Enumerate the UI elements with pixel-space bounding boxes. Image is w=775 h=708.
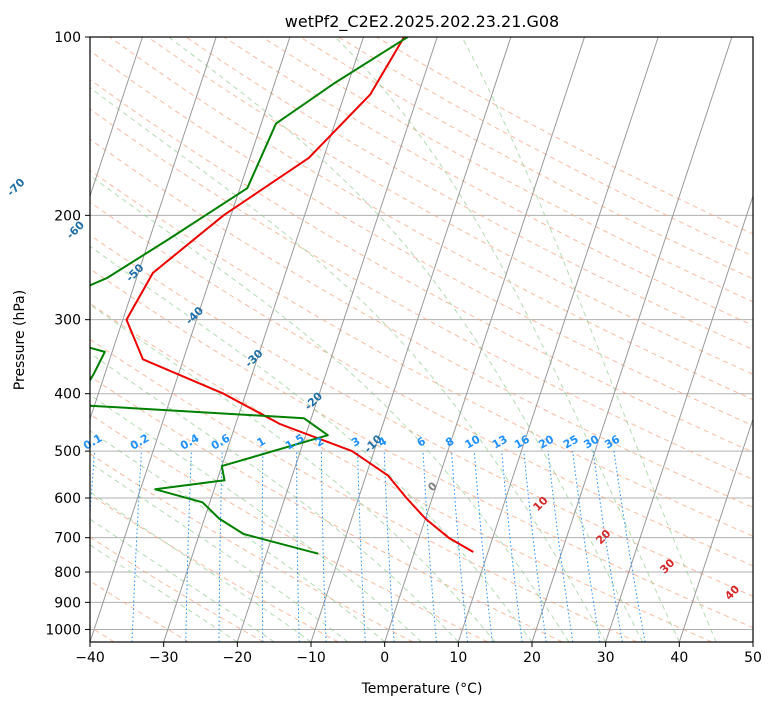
mixing-ratio-line (501, 451, 523, 642)
x-tick-label: 40 (670, 650, 688, 666)
mixing-ratio-line (547, 451, 574, 642)
isotherm-line (457, 37, 659, 642)
y-axis-label: Pressure (hPa) (12, 290, 28, 390)
isotherm-line (384, 37, 585, 642)
background-lines (0, 37, 753, 642)
isotherm-line (605, 194, 753, 642)
moist-adiabat-line (168, 37, 643, 642)
dry-adiabat-line (90, 138, 753, 509)
y-tick-label: 400 (54, 387, 81, 403)
moist-adiabat-line (461, 37, 717, 642)
axes: −40 −30 −20 −10 0 10 20 30 40 50 100 200 300 400 500 60… (45, 30, 762, 666)
x-tick-label: −40 (75, 650, 105, 666)
plot-frame (89, 36, 754, 643)
x-tick-label: 10 (449, 650, 467, 666)
isotherm-line (310, 37, 512, 642)
x-tick-label: 50 (744, 650, 762, 666)
mixing-ratio-line (451, 451, 468, 642)
chart-title: wetPf2_C2E2.2025.202.23.21.G08 (285, 12, 559, 32)
x-tick-label: 20 (523, 650, 541, 666)
moist-adiabat-line (90, 491, 312, 642)
series-line-1 (90, 37, 409, 555)
x-axis-label: Temperature (°C) (361, 681, 483, 697)
mixing-ratio-line (592, 451, 623, 642)
x-tick-label: 0 (380, 650, 389, 666)
dry-adiabat-line (90, 338, 638, 642)
y-tick-label: 100 (54, 30, 81, 46)
y-tick-label: 300 (54, 313, 81, 329)
dry-adiabat-line (90, 78, 753, 453)
y-tick-label: 600 (54, 491, 81, 507)
moist-adiabat-line (334, 37, 680, 642)
isotherm-line (90, 37, 291, 642)
isotherm-line (90, 37, 143, 198)
moist-adiabat-line (90, 245, 533, 642)
moist-adiabat-line (90, 462, 349, 642)
y-tick-label: 800 (54, 565, 81, 581)
moist-adiabat-line (90, 303, 496, 642)
dry-adiabat-line (90, 536, 264, 642)
isotherm-label: -70 (4, 176, 27, 199)
mixing-ratio-line (572, 451, 601, 642)
dry-adiabat-line (90, 375, 563, 642)
x-tick-label: −20 (223, 650, 253, 666)
isotherm-line (0, 37, 69, 642)
moist-adiabat-line (90, 174, 570, 642)
y-tick-label: 700 (54, 531, 81, 547)
dry-adiabat-line (223, 37, 753, 327)
x-tick-label: −30 (149, 650, 179, 666)
moist-adiabat-line (90, 87, 607, 642)
y-tick-label: 200 (54, 208, 81, 224)
series-layer (90, 37, 474, 555)
isotherm-line (90, 37, 217, 421)
moist-adiabat-line (90, 394, 422, 642)
y-tick-label: 900 (54, 595, 81, 611)
series-line-0 (125, 37, 474, 553)
dry-adiabat-line (90, 413, 488, 642)
mixing-ratio-line (473, 451, 493, 642)
dry-adiabat-line (90, 201, 753, 567)
moist-adiabat-line (90, 430, 386, 642)
dry-adiabat-line (90, 169, 753, 537)
mixing-ratio-line (523, 451, 547, 642)
x-tick-label: −10 (296, 650, 326, 666)
isotherm-line (678, 417, 753, 642)
x-tick-label: 30 (597, 650, 615, 666)
dry-adiabat-line (90, 302, 712, 642)
isotherm-line (531, 37, 733, 642)
y-tick-label: 500 (54, 444, 81, 460)
isotherm-line (163, 37, 364, 642)
mixing-ratio-line (422, 451, 437, 642)
dry-adiabat-line (90, 268, 753, 629)
y-tick-label: 1000 (45, 622, 81, 638)
moist-adiabat-line (90, 352, 459, 642)
isotherm-line (752, 640, 753, 642)
dry-adiabat-line (185, 37, 753, 351)
dry-adiabat-line (109, 37, 753, 401)
